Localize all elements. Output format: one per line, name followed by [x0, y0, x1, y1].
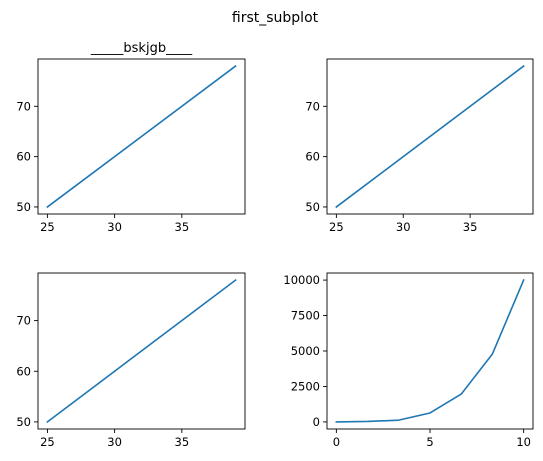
- subplot-1-xtick-label-2: 30: [107, 220, 122, 234]
- subplot-4-series-line-1: [335, 279, 525, 423]
- subplot-2-axes-frame: [326, 58, 534, 215]
- subplot-3-ytick-label-3: 70: [16, 314, 31, 328]
- subplot-4-ytick-label-5: 10000: [283, 273, 320, 287]
- subplot-3-series-line-1: [46, 278, 237, 424]
- subplot-1: 25 30 35 50 60 70 _____bskjgb____: [16, 41, 246, 234]
- figure-suptitle: first_subplot: [232, 10, 319, 26]
- subplot-1-title: _____bskjgb____: [90, 41, 193, 56]
- subplot-4-ytick-label-2: 2500: [291, 379, 320, 393]
- subplot-4-ytick-label-4: 7500: [291, 309, 320, 323]
- subplot-1-axes-frame: [37, 58, 246, 215]
- subplot-4-ytick-label-1: 0: [313, 415, 320, 429]
- subplot-1-ytick-label-3: 70: [16, 99, 31, 113]
- subplot-4-axes-frame: [326, 272, 534, 430]
- subplot-1-xtick-label-1: 25: [40, 220, 55, 234]
- subplot-1-series-line-1: [46, 64, 237, 209]
- subplot-3-xtick-label-3: 35: [175, 435, 190, 449]
- subplot-1-xtick-label-3: 35: [175, 220, 190, 234]
- subplot-3-ytick-label-2: 60: [16, 364, 31, 378]
- subplot-3-axes-frame: [37, 272, 246, 430]
- subplot-3: 25 30 35 50 60 70: [16, 272, 246, 449]
- subplot-2-ytick-label-2: 60: [305, 150, 320, 164]
- subplot-4-xtick-label-2: 5: [426, 435, 433, 449]
- subplot-2: 25 30 35 50 60 70: [305, 58, 534, 234]
- subplot-1-ytick-label-2: 60: [16, 150, 31, 164]
- subplot-3-xtick-label-2: 30: [107, 435, 122, 449]
- subplot-4-xtick-label-3: 10: [516, 435, 531, 449]
- subplot-2-ytick-label-1: 50: [305, 200, 320, 214]
- subplot-4: 0 5 10 0 2500 5000 7500 10000: [283, 272, 534, 449]
- subplot-2-xtick-label-1: 25: [329, 220, 344, 234]
- subplot-2-xtick-label-2: 30: [396, 220, 411, 234]
- subplot-2-xtick-label-3: 35: [463, 220, 478, 234]
- subplot-2-series-line-1: [335, 64, 525, 209]
- subplot-4-ytick-label-3: 5000: [291, 344, 320, 358]
- subplot-2-ytick-label-3: 70: [305, 99, 320, 113]
- subplot-1-ytick-label-1: 50: [16, 200, 31, 214]
- subplot-4-xtick-label-1: 0: [333, 435, 340, 449]
- subplot-3-ytick-label-1: 50: [16, 415, 31, 429]
- subplot-3-xtick-label-1: 25: [40, 435, 55, 449]
